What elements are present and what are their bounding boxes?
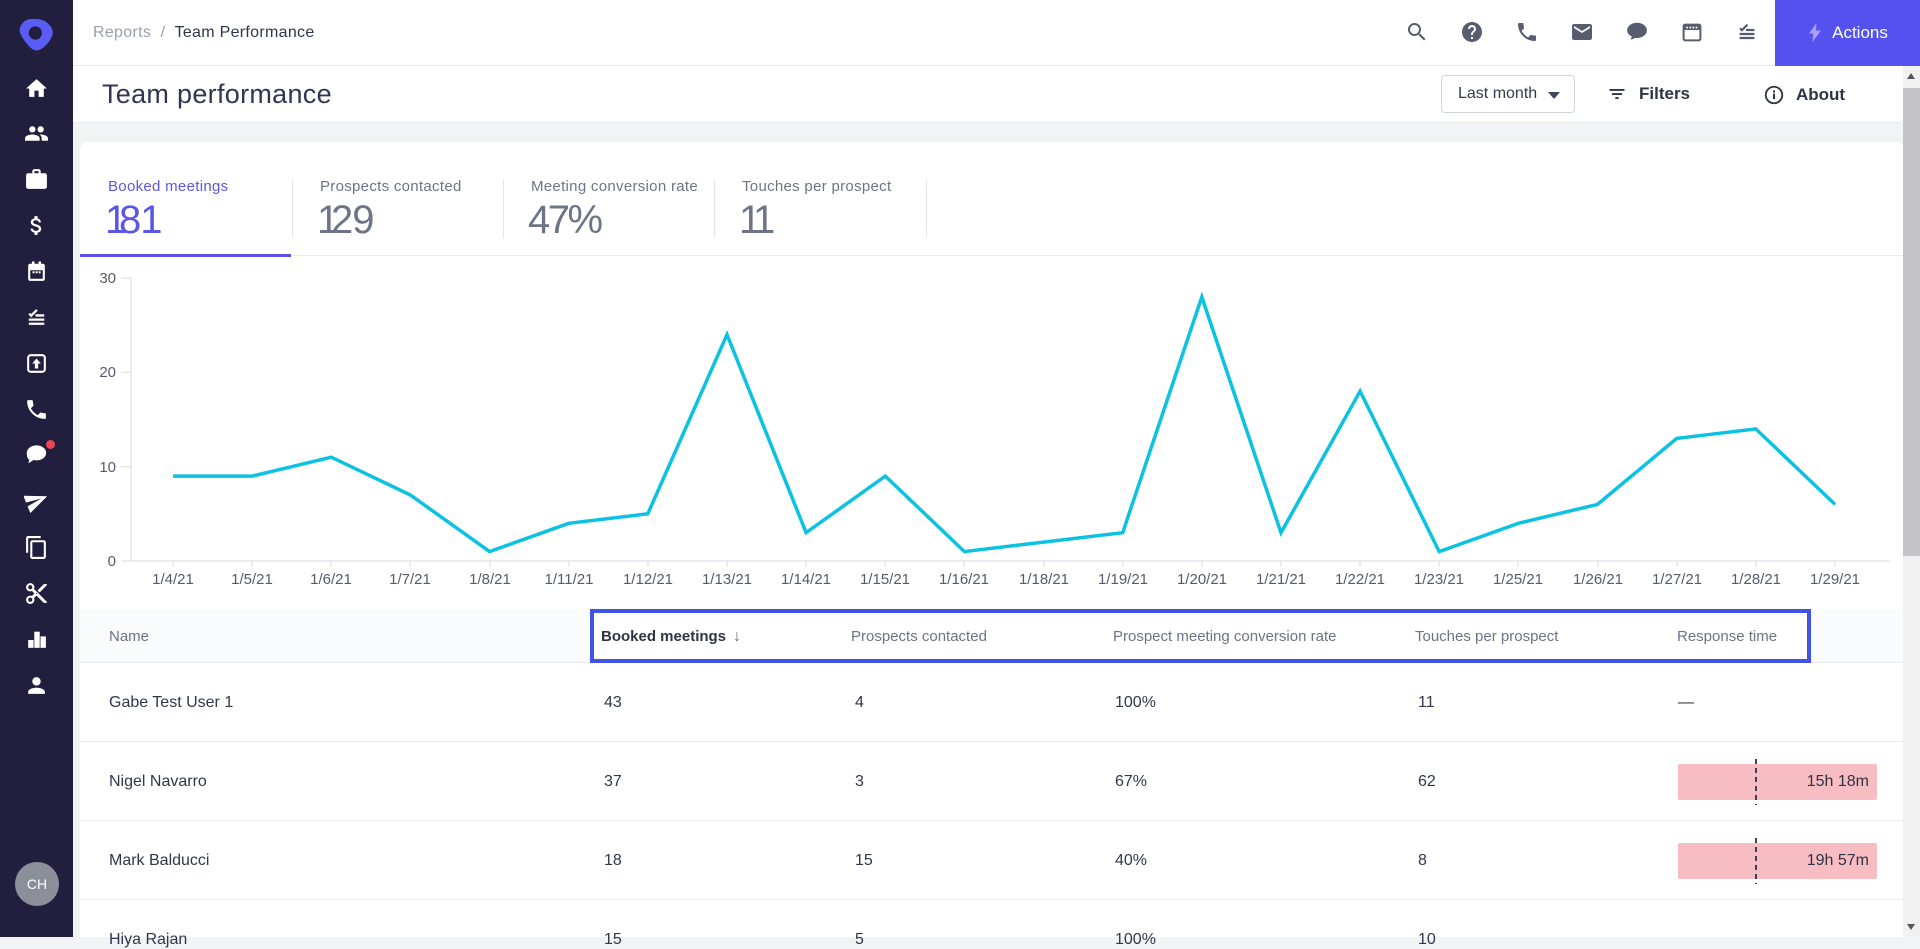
svg-text:1/8/21: 1/8/21 (469, 571, 511, 588)
svg-text:1/22/21: 1/22/21 (1335, 571, 1385, 588)
svg-text:1/14/21: 1/14/21 (781, 571, 831, 588)
svg-text:1/23/21: 1/23/21 (1414, 571, 1464, 588)
svg-text:20: 20 (99, 364, 116, 381)
svg-text:1/25/21: 1/25/21 (1493, 571, 1543, 588)
svg-text:1/13/21: 1/13/21 (702, 571, 752, 588)
svg-text:1/6/21: 1/6/21 (310, 571, 352, 588)
svg-text:1/15/21: 1/15/21 (860, 571, 910, 588)
svg-text:1/11/21: 1/11/21 (545, 571, 594, 588)
svg-text:1/29/21: 1/29/21 (1810, 571, 1860, 588)
svg-text:1/12/21: 1/12/21 (623, 571, 673, 588)
svg-text:1/20/21: 1/20/21 (1177, 571, 1227, 588)
svg-text:1/7/21: 1/7/21 (389, 571, 431, 588)
svg-text:1/21/21: 1/21/21 (1256, 571, 1306, 588)
svg-text:1/19/21: 1/19/21 (1098, 571, 1148, 588)
svg-text:1/16/21: 1/16/21 (939, 571, 989, 588)
svg-text:1/5/21: 1/5/21 (231, 571, 273, 588)
svg-text:10: 10 (99, 459, 116, 476)
svg-text:30: 30 (99, 270, 116, 287)
svg-text:1/18/21: 1/18/21 (1019, 571, 1069, 588)
svg-text:1/4/21: 1/4/21 (152, 571, 194, 588)
svg-text:1/26/21: 1/26/21 (1573, 571, 1623, 588)
svg-text:1/28/21: 1/28/21 (1731, 571, 1781, 588)
svg-text:0: 0 (108, 553, 116, 570)
svg-text:1/27/21: 1/27/21 (1652, 571, 1702, 588)
